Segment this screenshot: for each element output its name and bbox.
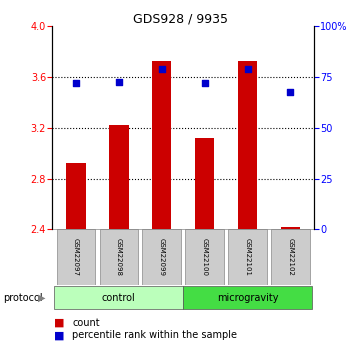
Bar	[195, 138, 214, 229]
Point	[202, 80, 208, 86]
Bar	[152, 61, 171, 229]
Bar	[281, 227, 300, 229]
Bar	[228, 229, 267, 285]
Bar	[238, 61, 257, 229]
Bar	[100, 229, 138, 285]
Point	[159, 66, 165, 71]
Text: GSM22102: GSM22102	[287, 238, 293, 276]
Text: ■: ■	[54, 331, 65, 340]
Text: GSM22098: GSM22098	[116, 238, 122, 276]
Text: ▶: ▶	[38, 293, 45, 303]
Text: GSM22100: GSM22100	[202, 238, 208, 276]
Bar	[66, 163, 86, 229]
Text: microgravity: microgravity	[217, 293, 278, 303]
Text: control: control	[102, 293, 136, 303]
Point	[116, 79, 122, 85]
Point	[288, 89, 293, 95]
Text: protocol: protocol	[4, 293, 43, 303]
Bar	[55, 286, 183, 309]
Bar	[57, 229, 95, 285]
Text: count: count	[72, 318, 100, 327]
Text: GDS928 / 9935: GDS928 / 9935	[133, 12, 228, 25]
Text: percentile rank within the sample: percentile rank within the sample	[72, 331, 237, 340]
Point	[245, 66, 251, 71]
Bar	[183, 286, 312, 309]
Text: GSM22101: GSM22101	[244, 238, 251, 276]
Bar	[271, 229, 310, 285]
Text: GSM22099: GSM22099	[159, 238, 165, 276]
Bar	[109, 125, 129, 229]
Text: ■: ■	[54, 318, 65, 327]
Point	[73, 80, 79, 86]
Bar	[185, 229, 224, 285]
Text: GSM22097: GSM22097	[73, 238, 79, 276]
Bar	[143, 229, 181, 285]
